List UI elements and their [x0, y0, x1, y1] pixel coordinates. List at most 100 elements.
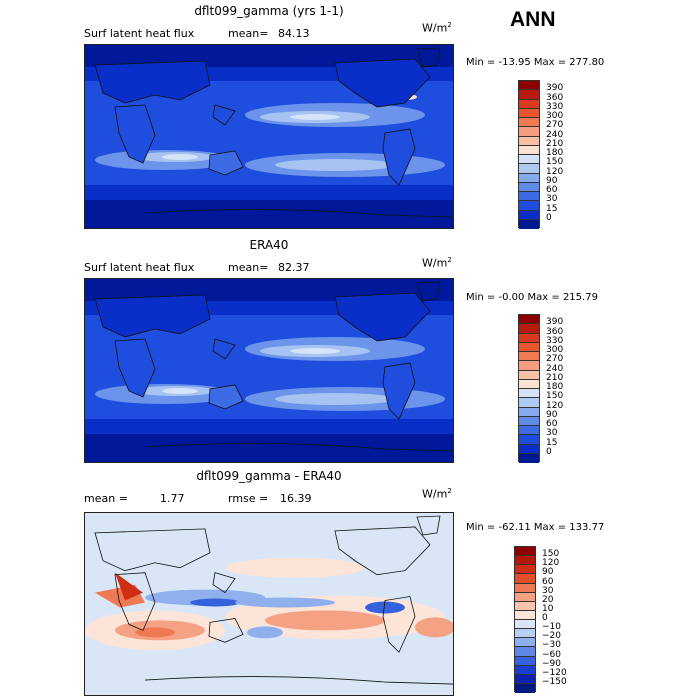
colorbar-swatch: [515, 610, 535, 620]
colorbar-swatch: [515, 647, 535, 657]
colorbar-swatch: [519, 136, 539, 146]
colorbar-swatch: [519, 453, 539, 463]
colorbar-level-label: 90: [542, 567, 554, 578]
colorbar-level-label: −120: [542, 667, 567, 678]
colorbar-swatch: [519, 108, 539, 118]
colorbar-swatch: [515, 656, 535, 666]
colorbar-swatch: [519, 352, 539, 362]
colorbar-swatch: [519, 389, 539, 399]
colorbar-level-label: 210: [546, 138, 564, 149]
colorbar-swatch: [519, 398, 539, 408]
colorbar-level-label: 120: [546, 166, 564, 177]
colorbar-level-label: 90: [546, 409, 558, 420]
colorbar-level-label: 180: [546, 382, 564, 392]
colorbar-swatch: [519, 361, 539, 371]
panel-3-title: dflt099_gamma - ERA40: [196, 469, 342, 483]
colorbar-level-label: 330: [546, 335, 564, 346]
colorbar-swatch: [519, 444, 539, 454]
colorbar-level-label: −20: [542, 631, 561, 642]
colorbar-swatch: [519, 379, 539, 389]
colorbar-swatch: [515, 601, 535, 611]
colorbar-level-label: 330: [546, 101, 564, 112]
colorbar-swatch: [519, 81, 539, 91]
panel-2-mean-label: mean=: [228, 261, 269, 274]
colorbar-level-label: 240: [546, 363, 564, 374]
colorbar-swatch: [519, 99, 539, 109]
colorbar-swatch: [519, 407, 539, 417]
colorbar-swatch: [515, 665, 535, 675]
colorbar-level-label: 0: [546, 212, 552, 223]
colorbar-swatch: [515, 620, 535, 630]
colorbar-level-label: 60: [542, 576, 554, 587]
colorbar-swatch: [519, 192, 539, 202]
colorbar-swatch: [515, 547, 535, 557]
panel-3-units: W/m2: [422, 487, 452, 501]
colorbar-level-label: −90: [542, 658, 561, 669]
map-canvas: [85, 513, 453, 695]
colorbar-level-label: 300: [546, 111, 564, 121]
colorbar-swatch: [519, 342, 539, 352]
colorbar-level-label: 180: [546, 148, 564, 158]
panel-1-mean-label: mean=: [228, 27, 269, 40]
panel-2-field-label: Surf latent heat flux: [84, 261, 195, 274]
season-label: ANN: [510, 8, 556, 31]
panel-3-mean-label: mean =: [84, 492, 128, 505]
colorbar-swatch: [519, 219, 539, 229]
colorbar-swatch: [519, 118, 539, 128]
colorbar-swatch: [519, 145, 539, 155]
panel-1-minmax: Min = -13.95 Max = 277.80: [466, 57, 605, 68]
colorbar-level-label: 300: [546, 345, 564, 355]
colorbar-level-label: 390: [546, 83, 564, 94]
panel-3-rmse-value: 16.39: [280, 492, 312, 505]
colorbar-level-label: 150: [546, 157, 564, 168]
colorbar-swatch: [519, 201, 539, 211]
colorbar-swatch: [519, 333, 539, 343]
colorbar-level-label: 360: [546, 326, 564, 337]
colorbar-level-label: −60: [542, 649, 561, 660]
colorbar-swatch: [519, 416, 539, 426]
panel-2-map: [84, 278, 454, 463]
colorbar-level-label: 270: [546, 354, 564, 365]
map-canvas: [85, 279, 453, 462]
colorbar-level-label: 270: [546, 120, 564, 131]
panel-3-minmax: Min = -62.11 Max = 133.77: [466, 522, 605, 533]
colorbar-swatch: [519, 315, 539, 325]
colorbar-swatch: [515, 674, 535, 684]
colorbar-level-label: 390: [546, 317, 564, 328]
colorbar-swatch: [515, 583, 535, 593]
panel-1-mean-value: 84.13: [278, 27, 310, 40]
panel-1-title: dflt099_gamma (yrs 1-1): [194, 4, 344, 18]
panel-2-title: ERA40: [249, 238, 289, 252]
colorbar-swatch: [519, 155, 539, 165]
colorbar-swatch: [515, 565, 535, 575]
colorbar-level-label: −150: [542, 676, 567, 687]
colorbar-level-label: 30: [542, 585, 554, 596]
colorbar-swatch: [515, 683, 535, 693]
colorbar-level-label: 120: [542, 558, 560, 569]
panel-3-colorbar: [514, 546, 536, 693]
colorbar-swatch: [519, 164, 539, 174]
colorbar-swatch: [515, 592, 535, 602]
colorbar-swatch: [519, 370, 539, 380]
colorbar-swatch: [519, 324, 539, 334]
panel-1-units: W/m2: [422, 21, 452, 35]
colorbar-level-label: 150: [546, 391, 564, 402]
panel-2-mean-value: 82.37: [278, 261, 310, 274]
colorbar-swatch: [515, 638, 535, 648]
colorbar-swatch: [515, 574, 535, 584]
map-canvas: [85, 45, 453, 228]
panel-2-minmax: Min = -0.00 Max = 215.79: [466, 292, 598, 303]
panel-2-colorbar: [518, 314, 540, 463]
colorbar-swatch: [519, 173, 539, 183]
colorbar-level-label: 15: [546, 437, 558, 448]
colorbar-swatch: [519, 426, 539, 436]
colorbar-level-label: 120: [546, 400, 564, 411]
colorbar-swatch: [515, 556, 535, 566]
colorbar-level-label: 150: [542, 549, 560, 560]
colorbar-swatch: [519, 127, 539, 137]
colorbar-level-label: 210: [546, 372, 564, 383]
panel-1-map: [84, 44, 454, 229]
colorbar-level-label: 240: [546, 129, 564, 140]
colorbar-swatch: [515, 629, 535, 639]
panel-3-map: [84, 512, 454, 696]
